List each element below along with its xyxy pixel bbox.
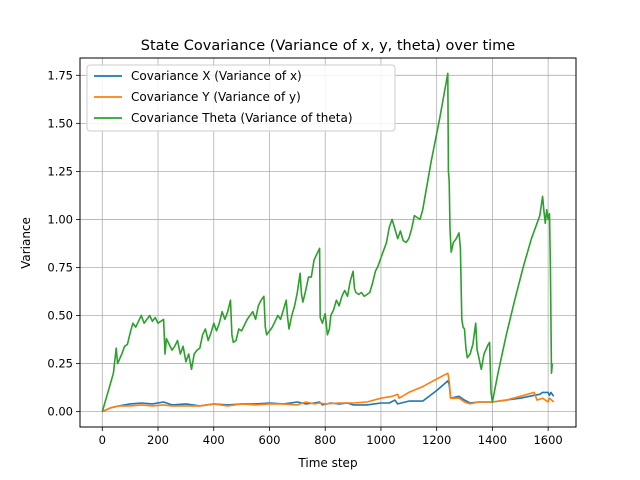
series-line-covariance-y	[101, 372, 555, 413]
x-tick-label: 1400	[478, 433, 507, 447]
y-tick-label: 0.00	[47, 405, 73, 419]
legend-box	[86, 64, 396, 132]
y-tick-label: 1.25	[47, 164, 73, 178]
x-tick-label: 200	[147, 433, 169, 447]
y-tick-label: 1.00	[47, 212, 73, 226]
axis-ticks: 0 200 400 600 800 1000 1200 1400 1600 0.00 0.25 0.5…	[47, 68, 562, 447]
y-tick-label: 1.50	[47, 116, 73, 130]
legend-label-covariance-theta: Covariance Theta (Variance of theta)	[131, 111, 353, 125]
chart-title: State Covariance (Variance of x, y, thet…	[141, 38, 516, 54]
y-tick-label: 0.25	[47, 357, 73, 371]
y-tick-label: 0.50	[47, 309, 73, 323]
x-tick-label: 1600	[533, 433, 562, 447]
legend: Covariance X (Variance of x) Covariance …	[86, 64, 396, 132]
x-tick-label: 600	[259, 433, 281, 447]
x-tick-label: 0	[99, 433, 106, 447]
series-layer	[101, 72, 555, 413]
x-tick-label: 800	[314, 433, 336, 447]
x-tick-label: 400	[203, 433, 225, 447]
x-tick-label: 1000	[366, 433, 395, 447]
legend-label-covariance-y: Covariance Y (Variance of y)	[131, 90, 301, 104]
x-axis-label: Time step	[297, 456, 357, 470]
legend-label-covariance-x: Covariance X (Variance of x)	[131, 69, 302, 83]
y-tick-label: 1.75	[47, 68, 73, 82]
y-tick-label: 0.75	[47, 260, 73, 274]
x-tick-label: 1200	[422, 433, 451, 447]
plot-frame	[79, 57, 577, 428]
series-line-covariance-theta	[101, 72, 554, 412]
y-axis-label: Variance	[19, 217, 33, 269]
